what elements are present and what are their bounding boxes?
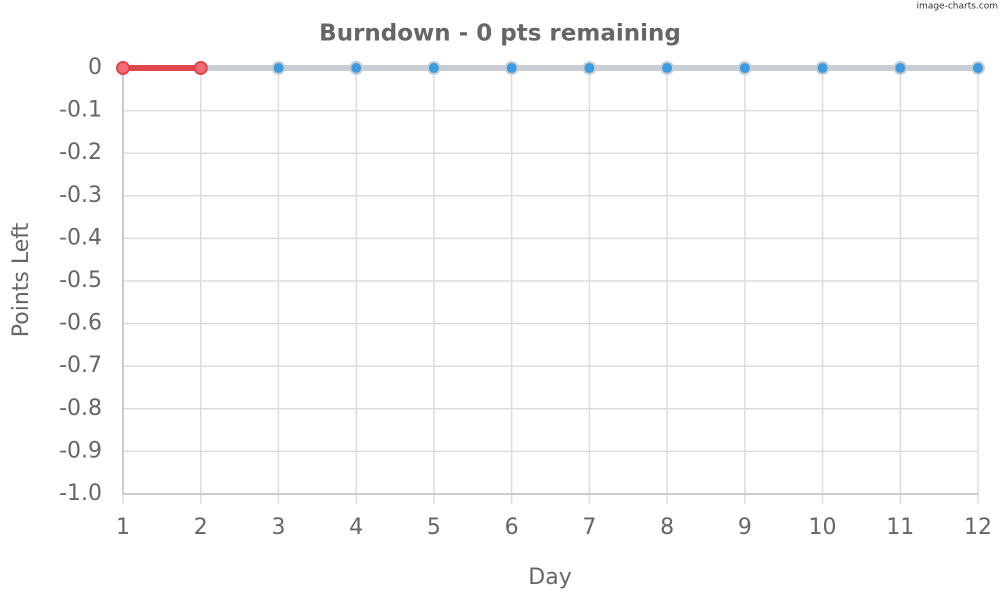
- y-tick-label: -0.8: [59, 396, 102, 421]
- data-point: [426, 61, 441, 75]
- y-tick-label: -0.5: [59, 268, 102, 293]
- data-point: [504, 61, 519, 75]
- y-tick-label: 0: [88, 55, 102, 80]
- data-point: [271, 61, 286, 75]
- x-tick-label: 5: [427, 515, 441, 540]
- x-tick-label: 6: [505, 515, 519, 540]
- data-point: [660, 61, 675, 75]
- y-tick-label: -0.7: [59, 353, 102, 378]
- x-tick-label: 7: [582, 515, 596, 540]
- data-point: [582, 61, 597, 75]
- y-tick-label: -0.3: [59, 183, 102, 208]
- x-tick-label: 9: [738, 515, 752, 540]
- chart-title: Burndown - 0 pts remaining: [319, 21, 681, 47]
- y-axis-label: Points Left: [9, 222, 34, 337]
- y-tick-label: -0.1: [59, 98, 102, 123]
- x-tick-label: 3: [271, 515, 285, 540]
- x-tick-label: 2: [194, 515, 208, 540]
- x-tick-label: 8: [660, 515, 674, 540]
- y-tick-label: -0.6: [59, 311, 102, 336]
- x-tick-label: 11: [886, 515, 914, 540]
- y-tick-label: -1.0: [59, 481, 102, 506]
- data-point: [349, 61, 364, 75]
- data-point: [815, 61, 830, 75]
- data-point: [193, 61, 208, 75]
- x-tick-label: 1: [116, 515, 130, 540]
- data-point: [116, 61, 130, 75]
- x-axis-label: Day: [528, 565, 571, 590]
- y-tick-label: -0.9: [59, 438, 102, 463]
- y-tick-label: -0.4: [59, 225, 102, 250]
- x-tick-label: 4: [349, 515, 363, 540]
- x-tick-label: 12: [964, 515, 992, 540]
- x-tick-label: 10: [809, 515, 837, 540]
- watermark: image-charts.com: [917, 2, 998, 12]
- data-point: [971, 61, 985, 75]
- y-tick-label: -0.2: [59, 140, 102, 165]
- data-point: [737, 61, 752, 75]
- data-point: [893, 61, 908, 75]
